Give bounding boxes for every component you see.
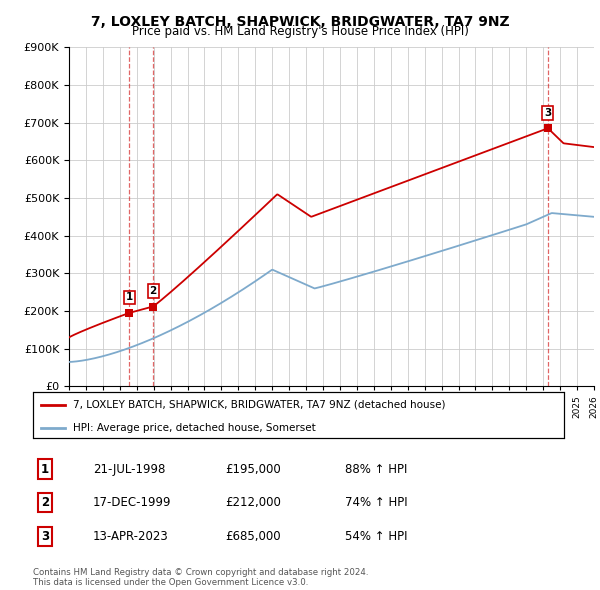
Text: 3: 3 — [41, 530, 49, 543]
Text: 2: 2 — [149, 286, 157, 296]
Text: 3: 3 — [544, 108, 551, 117]
Text: 7, LOXLEY BATCH, SHAPWICK, BRIDGWATER, TA7 9NZ: 7, LOXLEY BATCH, SHAPWICK, BRIDGWATER, T… — [91, 15, 509, 29]
Text: 88% ↑ HPI: 88% ↑ HPI — [345, 463, 407, 476]
Text: 54% ↑ HPI: 54% ↑ HPI — [345, 530, 407, 543]
Text: 1: 1 — [125, 293, 133, 303]
Text: £195,000: £195,000 — [225, 463, 281, 476]
Text: 7, LOXLEY BATCH, SHAPWICK, BRIDGWATER, TA7 9NZ (detached house): 7, LOXLEY BATCH, SHAPWICK, BRIDGWATER, T… — [73, 399, 445, 409]
Text: 17-DEC-1999: 17-DEC-1999 — [93, 496, 172, 509]
Text: 13-APR-2023: 13-APR-2023 — [93, 530, 169, 543]
Text: 1: 1 — [41, 463, 49, 476]
Text: HPI: Average price, detached house, Somerset: HPI: Average price, detached house, Some… — [73, 422, 316, 432]
Text: 21-JUL-1998: 21-JUL-1998 — [93, 463, 166, 476]
Text: Contains HM Land Registry data © Crown copyright and database right 2024.
This d: Contains HM Land Registry data © Crown c… — [33, 568, 368, 587]
Text: £685,000: £685,000 — [225, 530, 281, 543]
Text: 74% ↑ HPI: 74% ↑ HPI — [345, 496, 407, 509]
Text: £212,000: £212,000 — [225, 496, 281, 509]
Text: Price paid vs. HM Land Registry's House Price Index (HPI): Price paid vs. HM Land Registry's House … — [131, 25, 469, 38]
Text: 2: 2 — [41, 496, 49, 509]
